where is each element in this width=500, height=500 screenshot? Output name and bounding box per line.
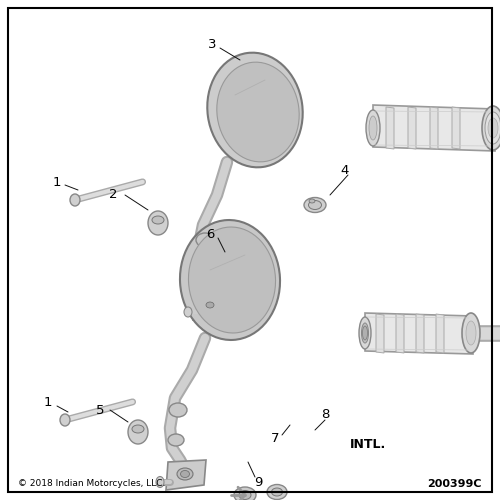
Ellipse shape bbox=[206, 302, 214, 308]
Ellipse shape bbox=[184, 307, 192, 317]
Ellipse shape bbox=[60, 414, 70, 426]
Text: 4: 4 bbox=[341, 164, 349, 176]
Ellipse shape bbox=[217, 62, 299, 162]
Ellipse shape bbox=[180, 220, 280, 340]
Polygon shape bbox=[408, 107, 416, 149]
Polygon shape bbox=[452, 107, 460, 149]
Ellipse shape bbox=[272, 488, 282, 496]
Ellipse shape bbox=[369, 116, 377, 140]
Ellipse shape bbox=[152, 216, 164, 224]
Polygon shape bbox=[436, 314, 444, 353]
Ellipse shape bbox=[234, 487, 256, 500]
Ellipse shape bbox=[267, 484, 287, 500]
Ellipse shape bbox=[466, 321, 476, 345]
Text: 2: 2 bbox=[109, 188, 117, 202]
Ellipse shape bbox=[485, 112, 500, 144]
Polygon shape bbox=[416, 314, 424, 353]
Ellipse shape bbox=[366, 110, 380, 146]
Ellipse shape bbox=[177, 468, 193, 480]
Ellipse shape bbox=[203, 300, 217, 310]
Ellipse shape bbox=[304, 198, 326, 212]
Polygon shape bbox=[365, 313, 473, 354]
Ellipse shape bbox=[128, 420, 148, 444]
Ellipse shape bbox=[70, 194, 80, 206]
Text: 1: 1 bbox=[53, 176, 61, 188]
Ellipse shape bbox=[156, 476, 164, 488]
Ellipse shape bbox=[168, 434, 184, 446]
Text: 7: 7 bbox=[271, 432, 279, 444]
Text: © 2018 Indian Motorcycles, LLC.: © 2018 Indian Motorcycles, LLC. bbox=[18, 480, 166, 488]
Ellipse shape bbox=[208, 52, 302, 168]
Text: 8: 8 bbox=[321, 408, 329, 422]
Text: 200399C: 200399C bbox=[428, 479, 482, 489]
Ellipse shape bbox=[462, 313, 480, 353]
Ellipse shape bbox=[188, 227, 276, 333]
Ellipse shape bbox=[362, 323, 368, 343]
Text: 3: 3 bbox=[208, 38, 216, 51]
Ellipse shape bbox=[180, 470, 190, 478]
Polygon shape bbox=[396, 314, 404, 353]
Ellipse shape bbox=[148, 211, 168, 235]
Ellipse shape bbox=[359, 317, 371, 349]
Ellipse shape bbox=[195, 264, 211, 276]
Ellipse shape bbox=[308, 200, 322, 209]
Text: 6: 6 bbox=[206, 228, 214, 241]
Polygon shape bbox=[386, 107, 394, 149]
Ellipse shape bbox=[169, 403, 187, 417]
Ellipse shape bbox=[488, 118, 498, 138]
Polygon shape bbox=[373, 105, 495, 151]
Ellipse shape bbox=[362, 326, 368, 340]
Ellipse shape bbox=[309, 199, 315, 203]
Text: 1: 1 bbox=[44, 396, 52, 409]
Polygon shape bbox=[430, 107, 438, 149]
Ellipse shape bbox=[132, 425, 144, 433]
Ellipse shape bbox=[482, 106, 500, 150]
Polygon shape bbox=[166, 460, 206, 490]
Ellipse shape bbox=[196, 233, 214, 247]
Text: 5: 5 bbox=[96, 404, 104, 416]
Polygon shape bbox=[191, 292, 228, 320]
Text: INTL.: INTL. bbox=[350, 438, 386, 452]
Ellipse shape bbox=[239, 490, 251, 500]
Text: 9: 9 bbox=[254, 476, 262, 488]
Polygon shape bbox=[376, 314, 384, 353]
